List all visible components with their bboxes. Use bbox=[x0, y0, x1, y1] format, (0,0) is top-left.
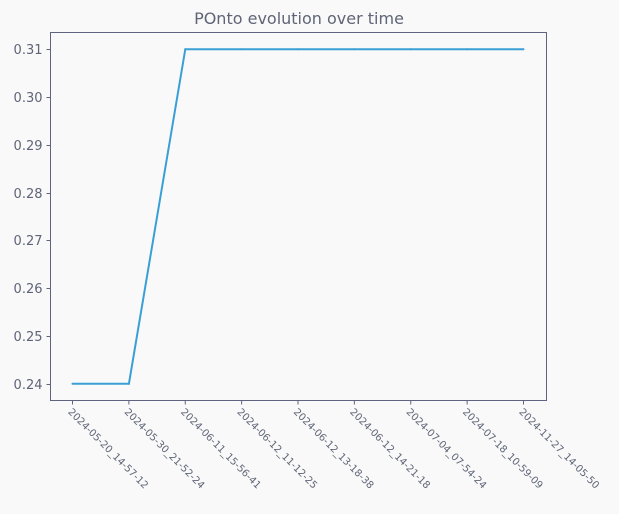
y-tick-label: 0.31 bbox=[14, 43, 43, 58]
y-tick-label: 0.26 bbox=[14, 282, 43, 297]
data-point bbox=[522, 48, 525, 51]
y-tick-label: 0.25 bbox=[14, 330, 43, 345]
data-point bbox=[71, 382, 74, 385]
y-tick-label: 0.30 bbox=[14, 91, 43, 106]
chart-title: POnto evolution over time bbox=[194, 9, 404, 28]
y-tick-label: 0.24 bbox=[14, 378, 43, 393]
data-point bbox=[466, 48, 469, 51]
data-point bbox=[297, 48, 299, 51]
y-tick-label: 0.27 bbox=[14, 234, 43, 249]
y-tick-label: 0.29 bbox=[14, 139, 43, 154]
data-point bbox=[240, 48, 243, 51]
x-axis: 2024-05-20_14-57-122024-05-30_21-52-2420… bbox=[65, 400, 601, 491]
data-point bbox=[127, 382, 130, 385]
y-axis: 0.24 0.25 0.26 0.27 0.28 0.29 0.30 0.31 bbox=[14, 43, 51, 393]
series-layer bbox=[71, 48, 525, 385]
data-point bbox=[353, 48, 356, 51]
data-point bbox=[184, 48, 187, 51]
y-tick-label: 0.28 bbox=[14, 187, 43, 202]
data-point bbox=[409, 48, 412, 51]
plot-area bbox=[50, 32, 547, 401]
